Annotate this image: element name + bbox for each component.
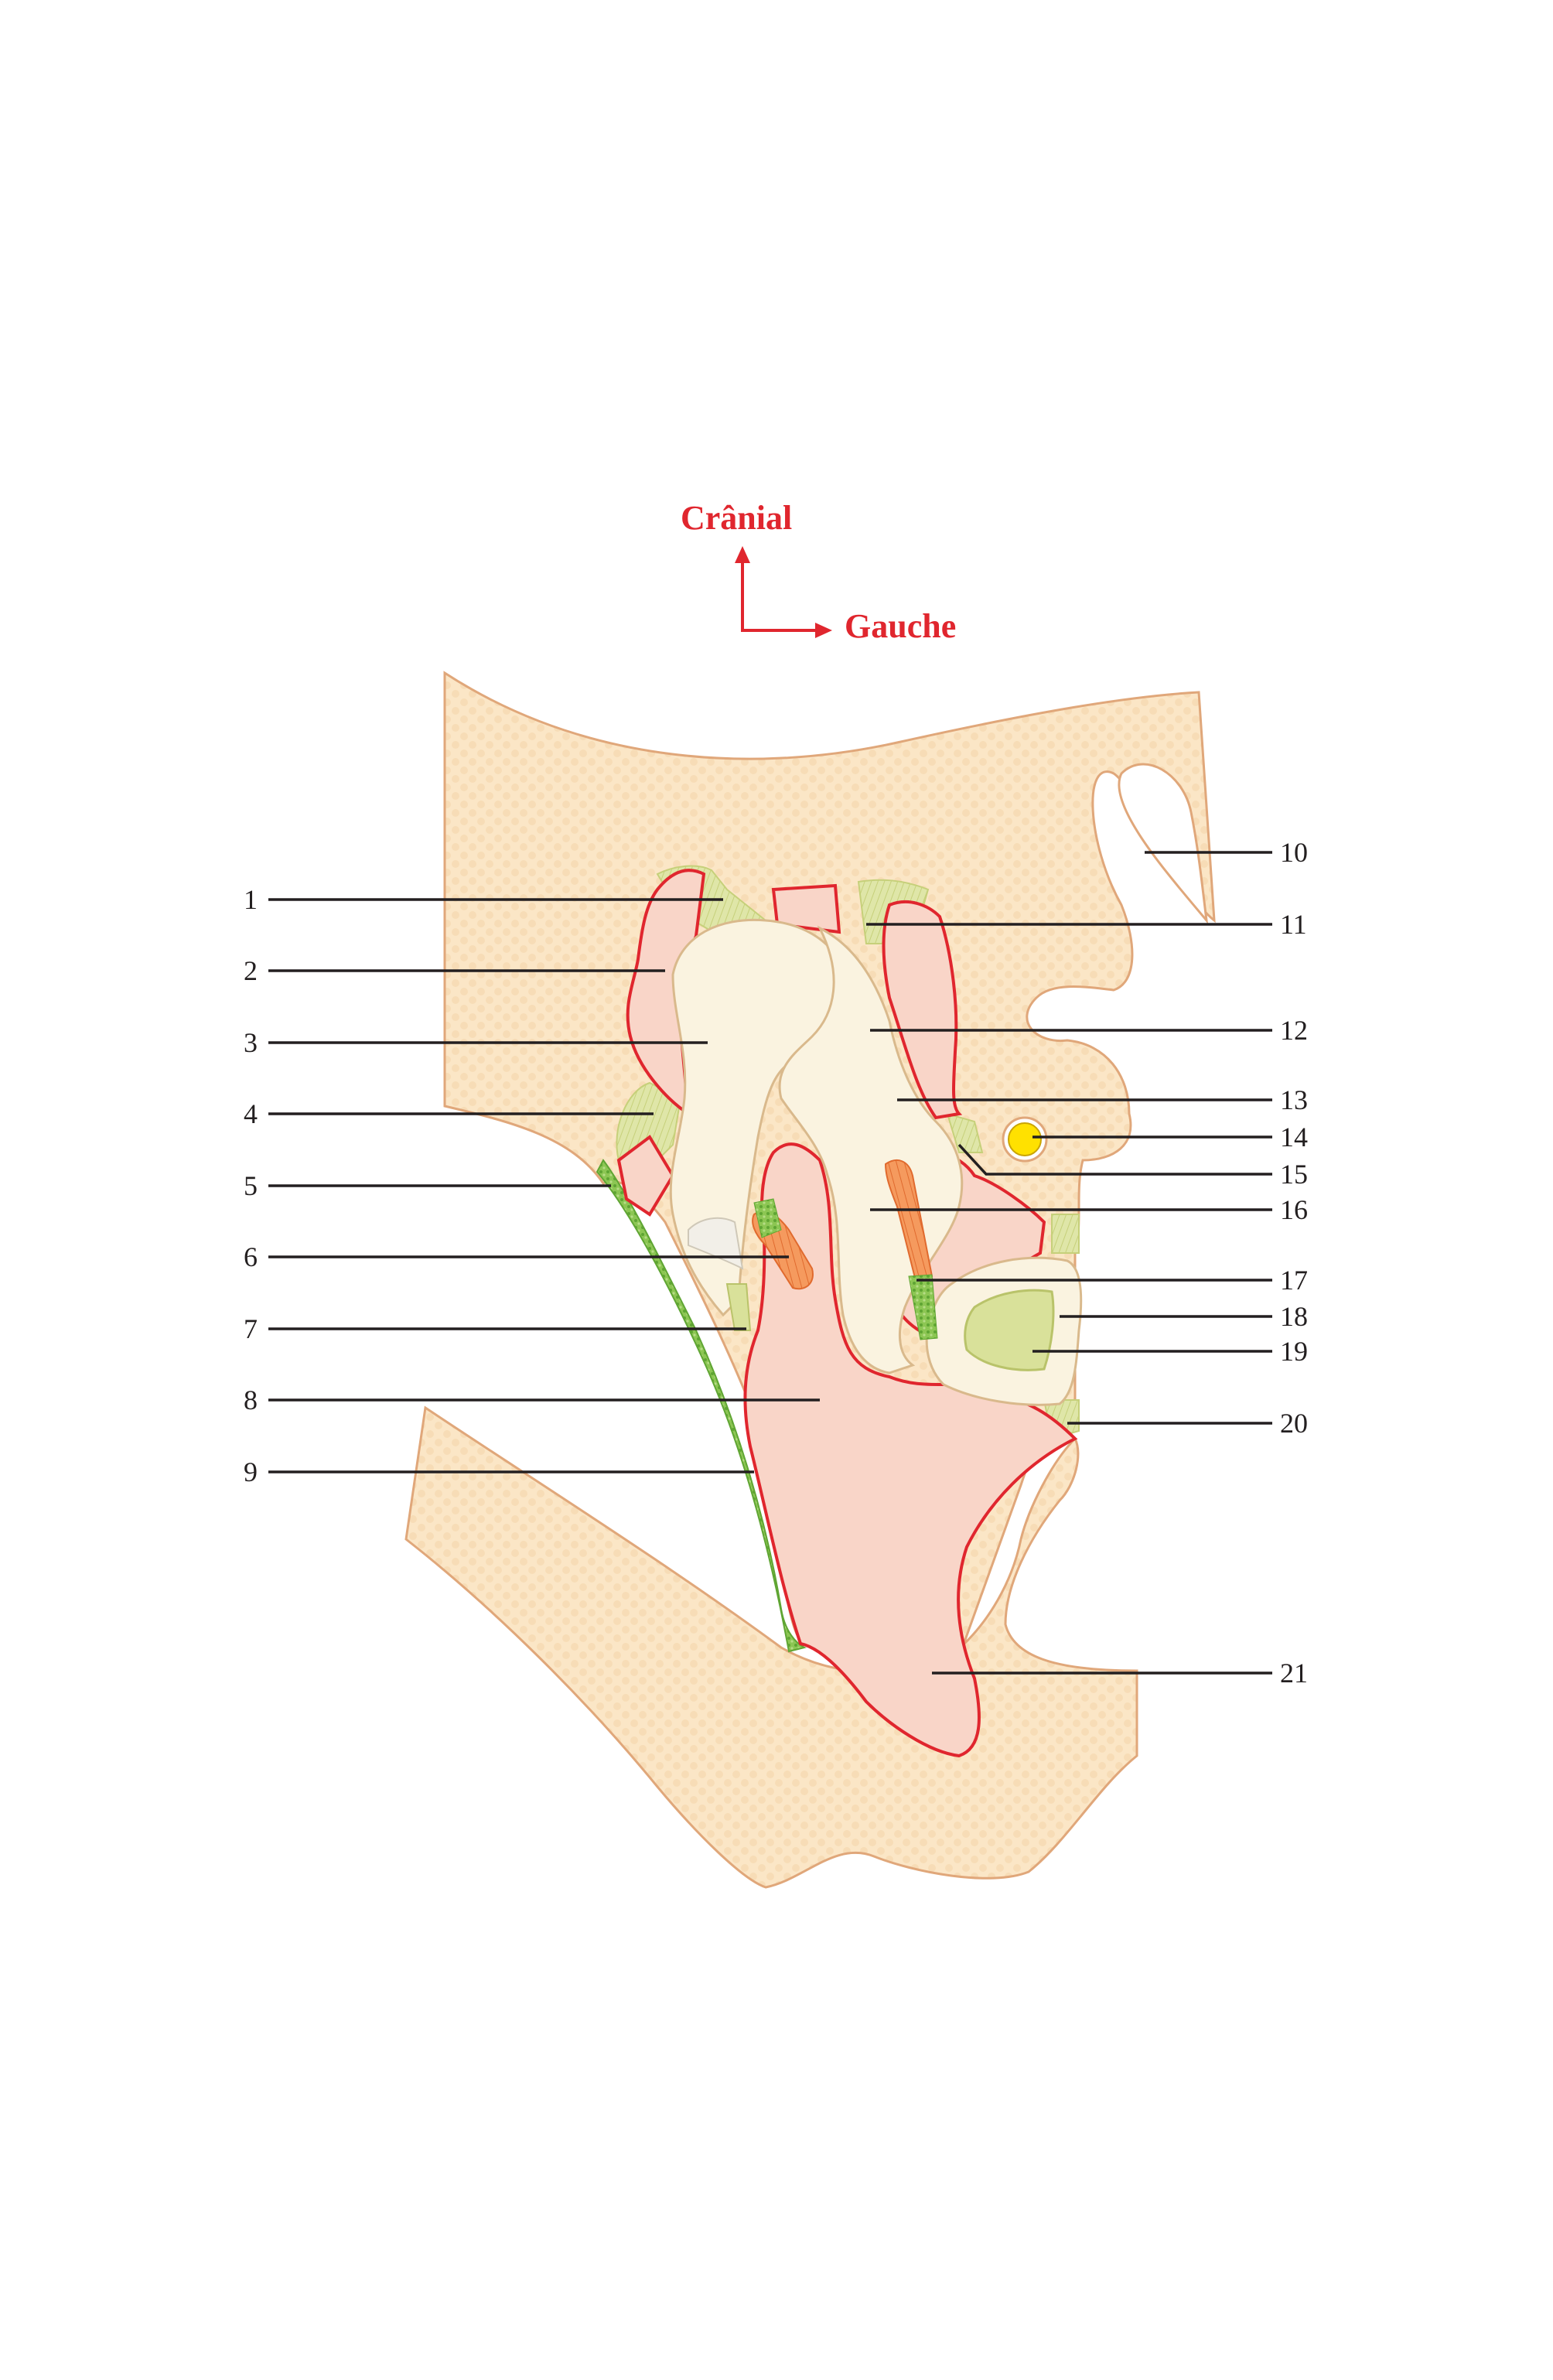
label-16: 16	[1280, 1194, 1308, 1225]
label-18: 18	[1280, 1301, 1308, 1332]
label-3: 3	[244, 1027, 258, 1058]
label-20: 20	[1280, 1408, 1308, 1439]
muscle-group	[616, 869, 1078, 1758]
large-muscle-body	[743, 1142, 1078, 1758]
label-21: 21	[1280, 1658, 1308, 1689]
orientation-indicator: Crânial Gauche	[681, 499, 956, 645]
mucosa-strip	[596, 1159, 807, 1653]
thyroid-inner	[964, 1289, 1055, 1371]
label-13: 13	[1280, 1084, 1308, 1115]
artery-lumen	[1008, 1122, 1042, 1156]
label-17: 17	[1280, 1265, 1308, 1296]
right-ligament-small	[946, 1112, 984, 1153]
left-arrow-head	[815, 623, 832, 638]
label-9: 9	[244, 1456, 258, 1487]
muscle-upper-left	[626, 869, 706, 1117]
muscle-top-small	[771, 883, 841, 934]
cranial-arrow-head	[735, 546, 750, 563]
epiglottic-cartilage	[669, 918, 848, 1317]
left-label: Gauche	[845, 607, 956, 645]
label-6: 6	[244, 1241, 258, 1272]
label-15: 15	[1280, 1159, 1308, 1190]
label-5: 5	[244, 1170, 258, 1201]
label-12: 12	[1280, 1015, 1308, 1046]
label-19: 19	[1280, 1336, 1308, 1367]
label-14: 14	[1280, 1122, 1308, 1152]
number-labels: 1 2 3 4 5 6 7 8 9 10 11 12 13 14 15 16 1…	[244, 837, 1308, 1689]
label-1: 1	[244, 884, 258, 915]
small-cartilage-stalk	[725, 1283, 752, 1331]
label-10: 10	[1280, 837, 1308, 868]
right-lower-ligament	[1051, 1214, 1080, 1254]
artery	[1002, 1116, 1048, 1163]
label-4: 4	[244, 1098, 258, 1129]
cranial-label: Crânial	[681, 499, 792, 537]
label-11: 11	[1280, 909, 1307, 940]
label-8: 8	[244, 1385, 258, 1415]
cartilage-group	[669, 918, 1083, 1406]
left-mucosa-patch	[753, 1198, 782, 1238]
leader-lines	[268, 851, 1272, 1675]
ligament-group	[596, 865, 1080, 1653]
label-2: 2	[244, 955, 258, 986]
label-7: 7	[244, 1313, 258, 1344]
leader-line-15	[957, 1143, 1272, 1176]
right-mucosa-patch	[908, 1274, 938, 1340]
muscle-left-lower-small	[616, 1135, 675, 1217]
